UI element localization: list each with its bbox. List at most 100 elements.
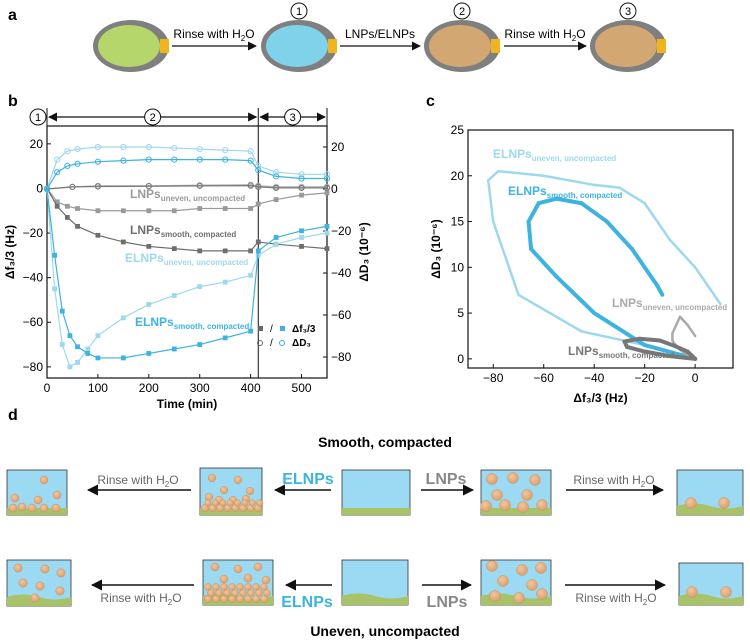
x-tick-label: 300 xyxy=(190,381,210,395)
data-point xyxy=(255,167,262,174)
data-point xyxy=(52,252,58,258)
data-point xyxy=(85,351,91,356)
step-3-label: Rinse with H2O xyxy=(504,27,585,43)
data-point xyxy=(643,201,646,205)
data-point xyxy=(637,336,642,341)
data-point xyxy=(120,208,126,214)
data-point xyxy=(171,346,177,352)
surface-scene xyxy=(341,469,411,516)
y-right-tick-label: 0 xyxy=(331,182,338,196)
data-point xyxy=(625,344,629,349)
surface-scene xyxy=(678,562,744,606)
data-point xyxy=(554,196,559,201)
y-left-axis-label: Δf₃/3 (Hz) xyxy=(3,225,17,279)
data-point xyxy=(273,235,279,240)
data-point xyxy=(719,302,722,306)
svg-text:1: 1 xyxy=(35,112,41,124)
data-point xyxy=(497,169,500,173)
data-point xyxy=(145,156,152,163)
x-tick-label: 0 xyxy=(44,381,51,395)
x-tick-label: −40 xyxy=(584,371,605,385)
data-point xyxy=(74,146,81,153)
data-point xyxy=(486,179,490,182)
panel-b-label: b xyxy=(8,93,18,110)
data-point xyxy=(255,201,261,207)
data-point xyxy=(667,354,672,359)
data-point xyxy=(247,157,254,164)
step-marker-3: 3 xyxy=(619,2,637,20)
data-point xyxy=(592,311,597,316)
sensor-water xyxy=(261,20,337,72)
lnps-label: LNPs xyxy=(427,594,468,611)
rinse-label: Rinse with H2O xyxy=(100,591,181,607)
data-point xyxy=(222,279,228,285)
series-frequency xyxy=(44,186,330,370)
surface-scene xyxy=(6,559,72,607)
svg-text:ΔD₃: ΔD₃ xyxy=(292,338,311,349)
data-point xyxy=(323,184,331,192)
smooth-title: Smooth, compacted xyxy=(318,434,452,450)
lnps-label: LNPs xyxy=(426,471,467,488)
sensor-bare xyxy=(93,20,169,72)
data-point xyxy=(706,284,710,287)
data-point xyxy=(298,171,305,178)
data-point xyxy=(75,206,80,211)
x-tick-label: −80 xyxy=(483,371,504,385)
data-point xyxy=(298,175,305,182)
svg-text:/: / xyxy=(270,338,273,349)
y-axis-label: ΔD₃ (10⁻⁶) xyxy=(429,219,443,278)
data-point xyxy=(491,220,495,223)
elnps-label: ELNPs xyxy=(282,471,334,488)
svg-text:2: 2 xyxy=(150,112,156,124)
series-frequency xyxy=(44,186,330,254)
data-point xyxy=(171,208,177,214)
stage-marker-2: 2 xyxy=(144,108,162,126)
data-point xyxy=(196,146,203,153)
data-point xyxy=(668,238,672,242)
data-point xyxy=(299,235,304,240)
y-left-tick-label: 20 xyxy=(30,137,44,151)
chart-b-annotation: ELNPssmooth, compacted xyxy=(135,315,249,331)
data-point xyxy=(248,206,254,211)
x-tick-label: 500 xyxy=(292,381,312,395)
svg-text:Δf₃/3: Δf₃/3 xyxy=(292,324,316,335)
sensor-np-coated xyxy=(424,20,500,72)
y-right-axis-label: ΔD₃ (10⁻⁶) xyxy=(357,222,371,281)
uneven-title: Uneven, uncompacted xyxy=(310,623,459,639)
data-point xyxy=(672,344,677,349)
series-frequency xyxy=(44,186,330,361)
data-point xyxy=(171,156,178,163)
data-point xyxy=(642,349,647,354)
y-right-tick-label: −20 xyxy=(331,224,352,238)
data-point xyxy=(248,248,254,254)
svg-text:3: 3 xyxy=(290,112,296,124)
data-point xyxy=(299,228,304,234)
data-point xyxy=(54,169,61,176)
data-point xyxy=(95,333,101,339)
data-point xyxy=(324,190,330,196)
data-point xyxy=(657,338,662,343)
data-point xyxy=(120,143,127,151)
chart-c-annotation: LNPssmooth, compacted xyxy=(568,344,674,360)
data-point xyxy=(64,162,71,169)
data-point xyxy=(75,344,80,350)
series-line xyxy=(46,188,328,359)
data-point xyxy=(54,156,61,163)
chart-b: 1 2 30 100 200 300 400 500200−20−40−60−80200−20… xyxy=(3,108,371,411)
x-tick-label: −20 xyxy=(634,371,655,385)
data-point xyxy=(171,246,177,252)
panel-c-label: c xyxy=(426,93,435,110)
data-point xyxy=(94,158,102,165)
data-point xyxy=(222,156,229,163)
data-point xyxy=(324,246,330,252)
data-point xyxy=(255,183,262,190)
data-point xyxy=(43,185,51,193)
panel-d-scenes: Rinse with H2O ELNPs LNPs Rinse with H2O Rin… xyxy=(6,467,744,611)
series-line xyxy=(671,315,697,360)
data-point xyxy=(248,273,254,278)
series-line xyxy=(46,188,328,368)
data-point xyxy=(686,323,689,327)
data-point xyxy=(678,315,682,318)
data-point xyxy=(323,175,331,182)
data-point xyxy=(622,339,627,344)
